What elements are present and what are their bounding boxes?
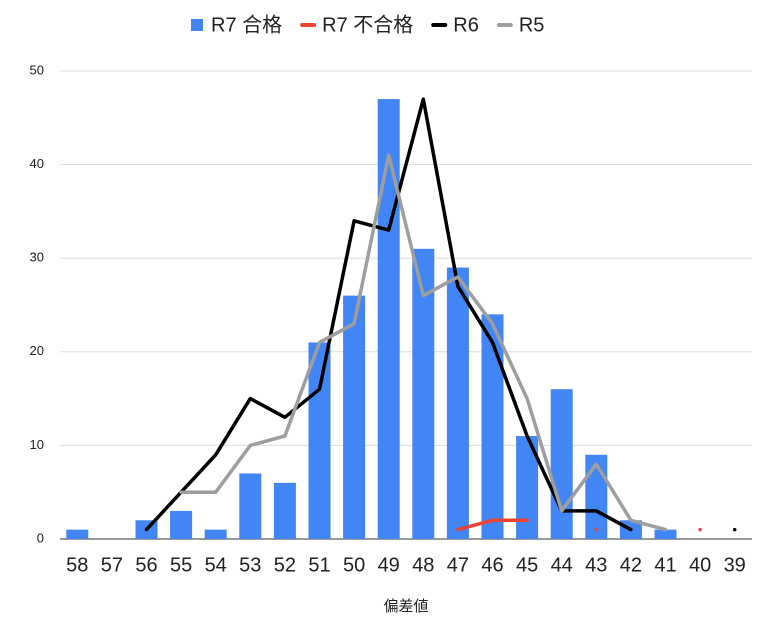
bar xyxy=(170,510,193,539)
y-tick-label: 0 xyxy=(37,530,44,545)
y-tick-label: 20 xyxy=(30,343,44,358)
bar xyxy=(481,314,504,539)
legend-label: R5 xyxy=(519,14,545,36)
x-tick-label: 47 xyxy=(447,554,469,576)
bar xyxy=(273,482,296,539)
x-tick-label: 51 xyxy=(308,554,330,576)
bar xyxy=(343,295,366,539)
bar xyxy=(308,342,331,539)
x-tick-label: 46 xyxy=(481,554,503,576)
x-tick-label: 52 xyxy=(274,554,296,576)
x-tick-label: 55 xyxy=(170,554,192,576)
x-tick-label: 42 xyxy=(620,554,642,576)
x-tick-label: 40 xyxy=(689,554,711,576)
x-tick-label: 45 xyxy=(516,554,538,576)
legend-label: R7 合格 xyxy=(211,13,282,36)
x-tick-label: 56 xyxy=(135,554,157,576)
x-tick-label: 58 xyxy=(66,554,88,576)
x-tick-label: 50 xyxy=(343,554,365,576)
bar xyxy=(446,267,469,539)
bar xyxy=(204,529,227,539)
bar xyxy=(66,529,89,539)
y-tick-label: 30 xyxy=(30,250,44,265)
y-tick-label: 40 xyxy=(30,156,44,171)
line xyxy=(456,518,702,532)
y-tick-label: 10 xyxy=(30,437,44,452)
bar xyxy=(377,99,400,539)
legend: R7 合格 R7 不合格 R6 R5 xyxy=(191,13,544,36)
y-tick-label: 50 xyxy=(30,62,44,77)
x-axis-title: 偏差値 xyxy=(383,598,428,615)
x-tick-label: 48 xyxy=(412,554,434,576)
line xyxy=(179,153,668,532)
legend-swatch xyxy=(191,19,203,31)
x-tick-label: 43 xyxy=(585,554,607,576)
bar xyxy=(239,473,262,539)
x-tick-label: 41 xyxy=(654,554,676,576)
x-tick-label: 53 xyxy=(239,554,261,576)
bar xyxy=(412,248,435,539)
x-tick-label: 54 xyxy=(205,554,227,576)
bar xyxy=(516,436,539,539)
legend-label: R7 不合格 xyxy=(322,13,413,36)
x-tick-label: 57 xyxy=(101,554,123,576)
bar xyxy=(550,389,573,539)
x-tick-label: 49 xyxy=(378,554,400,576)
line xyxy=(144,97,737,532)
bar xyxy=(654,529,677,539)
legend-label: R6 xyxy=(453,14,479,36)
x-tick-label: 39 xyxy=(724,554,746,576)
x-tick-label: 44 xyxy=(551,554,573,576)
